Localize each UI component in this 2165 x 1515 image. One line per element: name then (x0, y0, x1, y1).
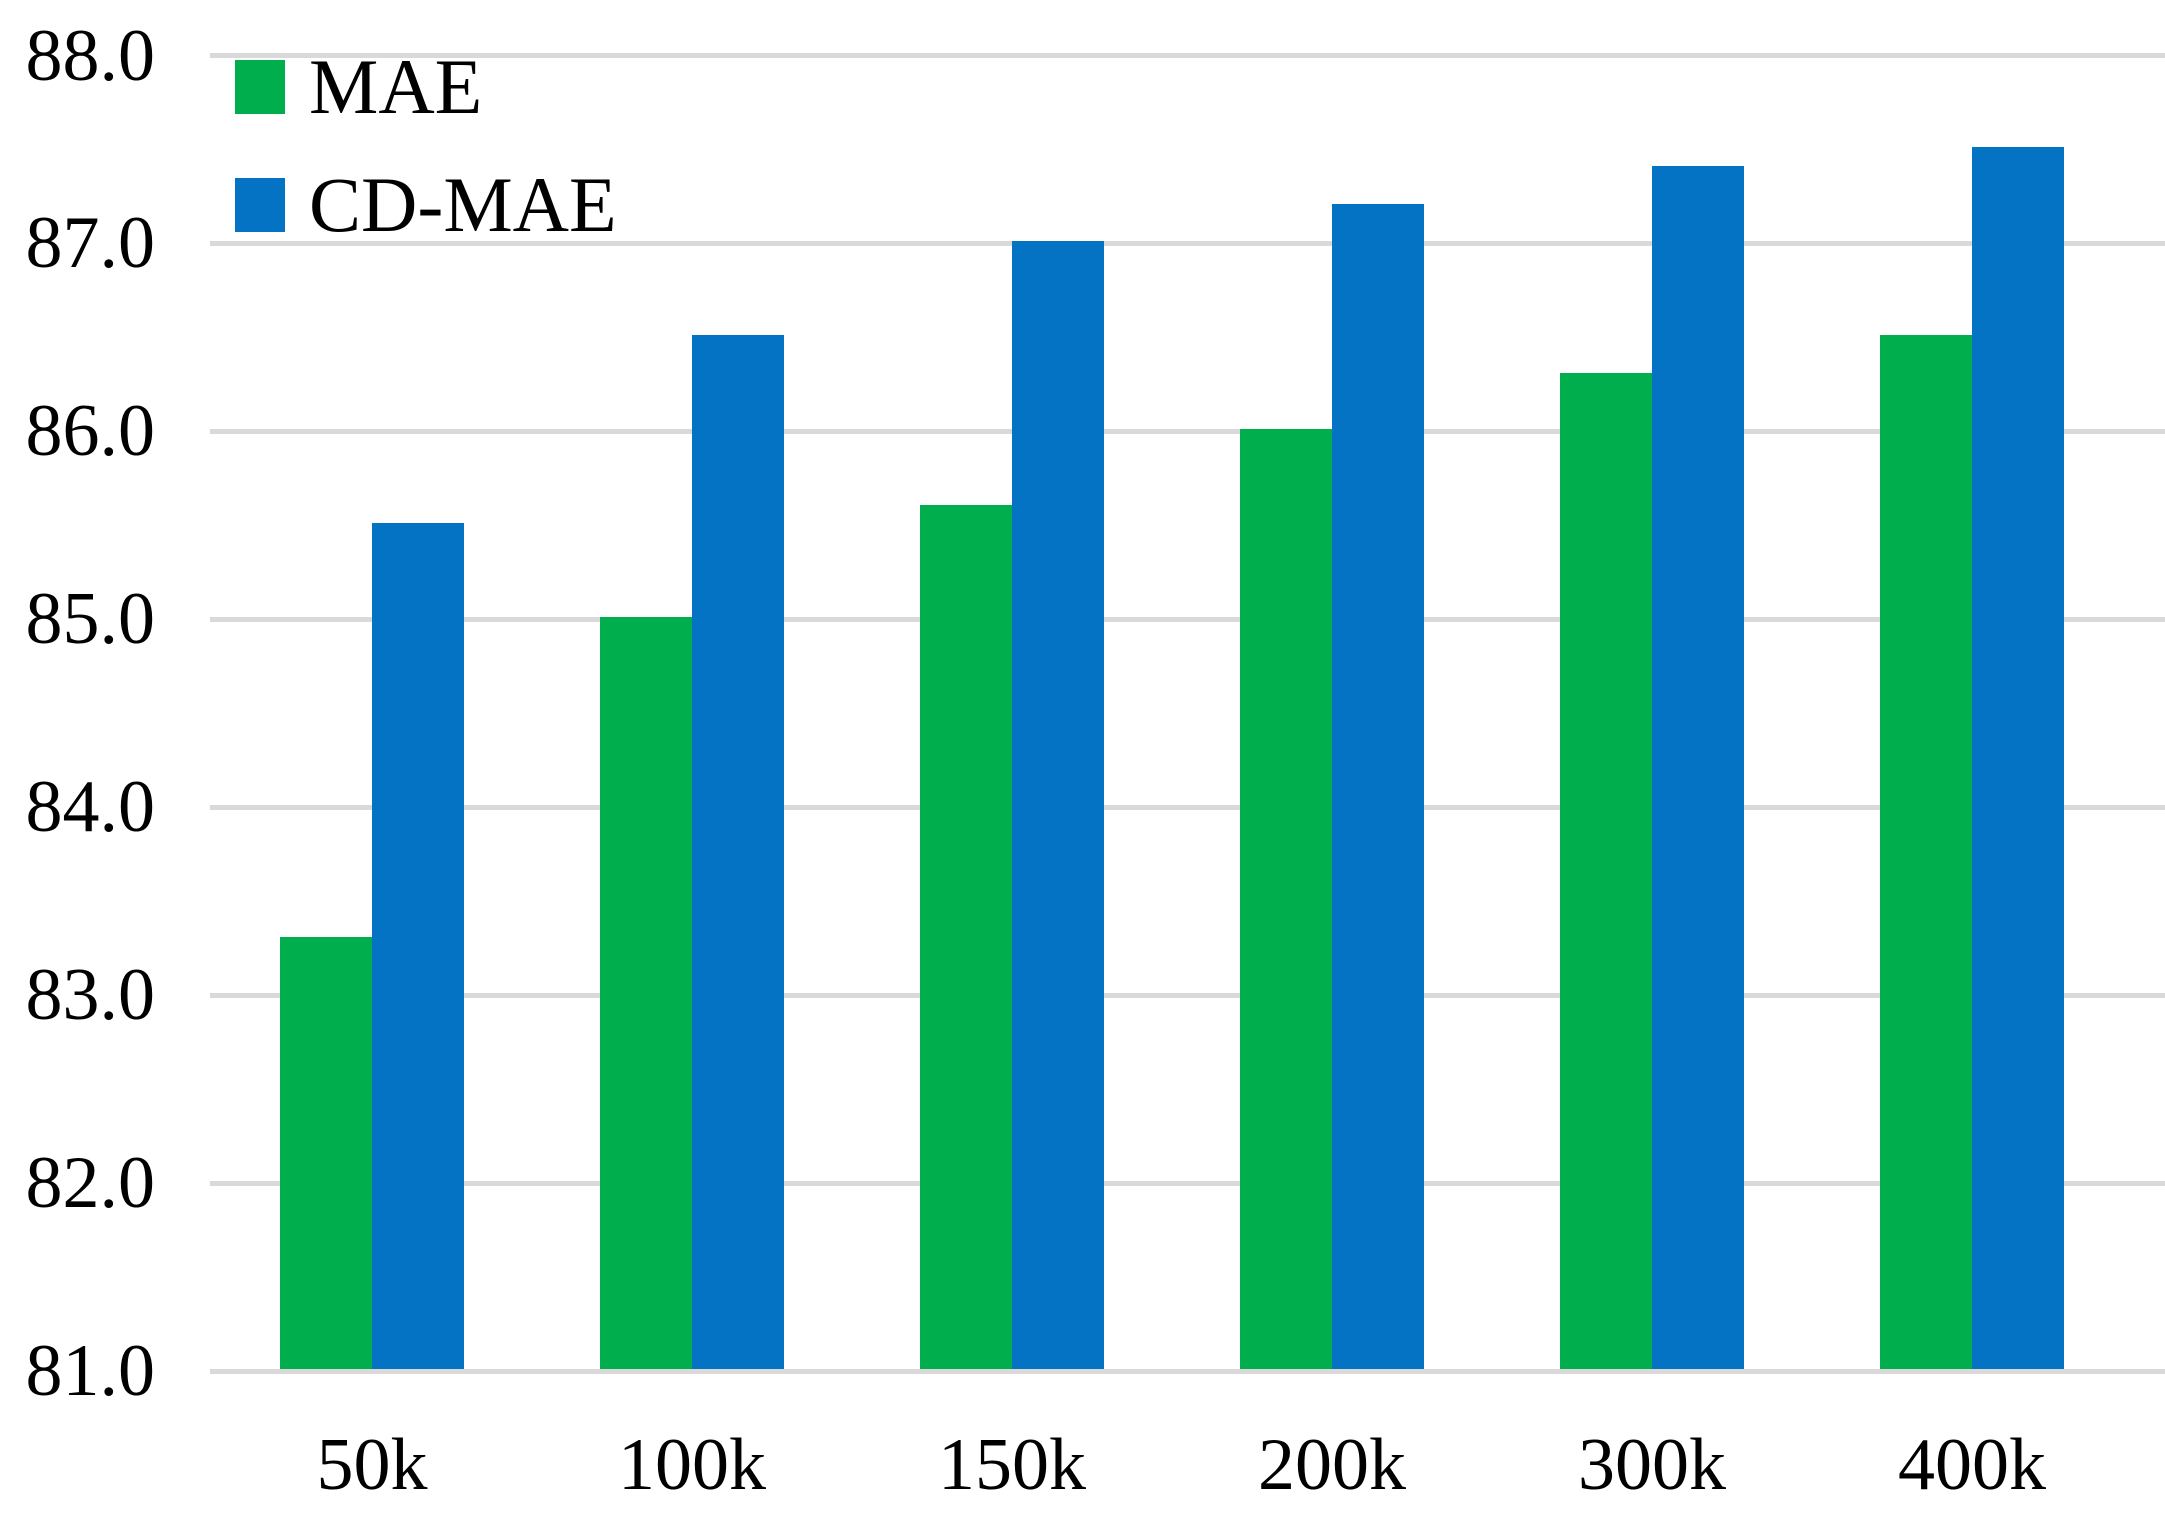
y-tick-label-85.0: 85.0 (25, 578, 156, 660)
bar-mae-200k (1240, 429, 1332, 1369)
legend-item-mae: MAE (235, 43, 617, 130)
mae-legend-swatch (235, 60, 285, 114)
y-tick-label-87.0: 87.0 (25, 202, 156, 284)
bar-cd-mae-150k (1012, 241, 1104, 1369)
gridline-82.0 (210, 1181, 2165, 1186)
gridline-87.0 (210, 241, 2165, 246)
x-tick-label-150k: 150k (938, 1424, 1086, 1506)
bar-mae-150k (920, 505, 1012, 1369)
y-tick-label-84.0: 84.0 (25, 766, 156, 848)
bar-cd-mae-400k (1972, 147, 2064, 1369)
gridline-83.0 (210, 993, 2165, 998)
bar-cd-mae-200k (1332, 204, 1424, 1369)
bar-mae-100k (600, 617, 692, 1369)
x-tick-label-400k: 400k (1898, 1424, 2046, 1506)
x-tick-label-50k: 50k (316, 1424, 428, 1506)
bar-cd-mae-100k (692, 335, 784, 1369)
bar-cd-mae-50k (372, 523, 464, 1369)
gridline-81.0 (210, 1369, 2165, 1374)
cd-mae-legend-label: CD-MAE (309, 161, 617, 248)
gridline-85.0 (210, 617, 2165, 622)
cd-mae-legend-swatch (235, 178, 285, 232)
x-tick-label-100k: 100k (618, 1424, 766, 1506)
legend-item-cd-mae: CD-MAE (235, 161, 617, 248)
y-tick-label-81.0: 81.0 (25, 1330, 156, 1412)
gridline-84.0 (210, 805, 2165, 810)
y-tick-label-82.0: 82.0 (25, 1142, 156, 1224)
y-tick-label-83.0: 83.0 (25, 954, 156, 1036)
bar-mae-300k (1560, 373, 1652, 1369)
x-tick-label-300k: 300k (1578, 1424, 1726, 1506)
y-tick-label-86.0: 86.0 (25, 390, 156, 472)
gridline-86.0 (210, 429, 2165, 434)
mae-legend-label: MAE (309, 43, 483, 130)
bar-cd-mae-300k (1652, 166, 1744, 1369)
y-tick-label-88.0: 88.0 (25, 15, 156, 97)
bar-mae-400k (1880, 335, 1972, 1369)
legend: MAE CD-MAE (235, 43, 617, 294)
bar-mae-50k (280, 937, 372, 1369)
gridline-88.0 (210, 53, 2165, 58)
x-tick-label-200k: 200k (1258, 1424, 1406, 1506)
